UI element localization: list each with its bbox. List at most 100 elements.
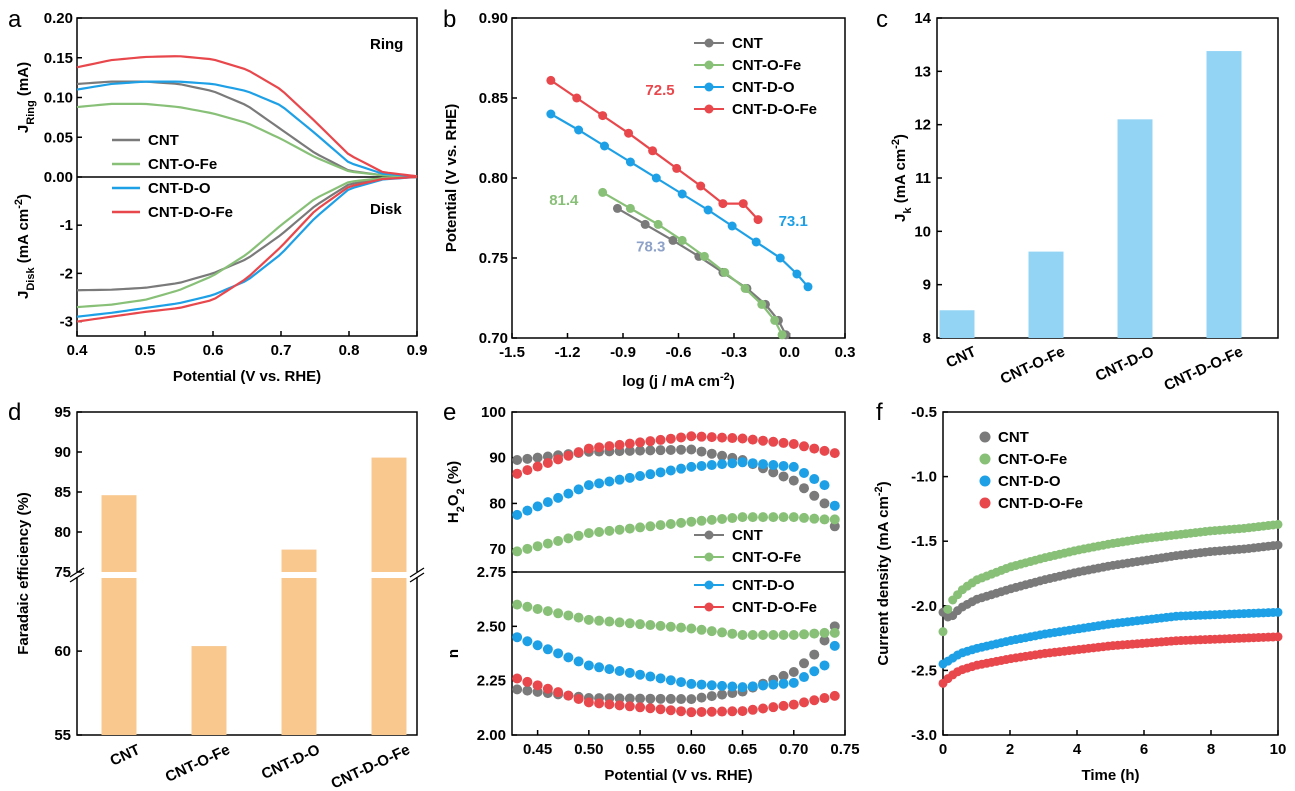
legend-marker bbox=[979, 431, 991, 443]
x-tick-label: 0.70 bbox=[779, 741, 808, 758]
bar-CNT-D-O-upper bbox=[281, 549, 317, 572]
data-point bbox=[738, 199, 748, 209]
n-point bbox=[788, 699, 799, 710]
h2o2-point bbox=[635, 471, 646, 481]
n-point bbox=[778, 700, 789, 711]
n-point bbox=[799, 672, 810, 683]
n-point bbox=[676, 677, 687, 688]
n-point bbox=[614, 700, 625, 711]
panel-e-frame bbox=[511, 411, 846, 736]
h2o2-point bbox=[829, 448, 840, 459]
n-point bbox=[665, 705, 676, 716]
n-point bbox=[553, 648, 564, 659]
h2o2-point bbox=[706, 448, 717, 459]
y-tick-label: 8 bbox=[923, 330, 931, 347]
h2o2-point bbox=[788, 512, 799, 523]
data-point bbox=[572, 93, 582, 103]
y-tick-label: 0.75 bbox=[479, 250, 508, 267]
n-point bbox=[809, 666, 820, 677]
y-tick-label: -3 bbox=[60, 314, 73, 331]
legend-label: CNT-D-O-Fe bbox=[998, 495, 1083, 512]
h2o2-point bbox=[676, 432, 687, 443]
x-tick-label: 0.65 bbox=[728, 741, 757, 758]
data-point bbox=[574, 125, 584, 135]
y-tick-label: 2.25 bbox=[477, 673, 506, 690]
y-tick-label: 90 bbox=[489, 450, 506, 467]
n-point bbox=[665, 621, 676, 632]
x-tick-label: 0.60 bbox=[677, 741, 706, 758]
x-tick-label: CNT-D-O bbox=[259, 741, 323, 783]
n-point bbox=[532, 680, 543, 691]
h2o2-point bbox=[522, 543, 533, 554]
h2o2-point bbox=[799, 467, 810, 478]
y-tick-label: -1.0 bbox=[911, 469, 937, 486]
y-tick-label: -0.5 bbox=[911, 404, 937, 421]
y-axis-label-disk: JDisk (mA cm-2) bbox=[13, 194, 37, 299]
y-tick-label: -1.5 bbox=[911, 533, 937, 550]
y-tick-label: 80 bbox=[489, 495, 506, 512]
n-point bbox=[563, 610, 574, 621]
y-axis-label: Faradaic efficiency (%) bbox=[15, 492, 32, 655]
h2o2-point bbox=[788, 461, 799, 472]
h2o2-point bbox=[778, 460, 789, 471]
legend-label: CNT-D-O-Fe bbox=[148, 204, 233, 221]
y-tick-label: 70 bbox=[489, 541, 506, 558]
data-point bbox=[651, 173, 661, 183]
panel-label-e: e bbox=[443, 399, 456, 426]
n-point bbox=[737, 682, 748, 693]
h2o2-point bbox=[676, 444, 687, 455]
x-tick-label: 0.45 bbox=[523, 741, 552, 758]
legend-marker bbox=[979, 453, 991, 465]
h2o2-point bbox=[676, 517, 687, 528]
legend-marker bbox=[979, 497, 991, 509]
panel-d: d 75 80 85 90 95 55 60 Faradaic efficiency (%) CN… bbox=[8, 399, 425, 791]
data-point bbox=[777, 330, 787, 340]
n-point bbox=[717, 706, 728, 717]
n-point bbox=[778, 670, 789, 681]
series-CNT-D-O-Fe bbox=[550, 79, 759, 221]
x-tick-label: 0.8 bbox=[339, 342, 360, 359]
data-point bbox=[668, 235, 678, 245]
data-point bbox=[625, 203, 635, 213]
h2o2-point bbox=[512, 468, 523, 479]
h2o2-point bbox=[737, 433, 748, 444]
n-point bbox=[665, 693, 676, 704]
y-axis-label-n: n bbox=[445, 649, 462, 658]
data-point bbox=[625, 157, 635, 167]
h2o2-point bbox=[614, 524, 625, 535]
data-point bbox=[703, 205, 713, 215]
n-point bbox=[799, 658, 810, 669]
n-point bbox=[758, 680, 769, 691]
legend-label: CNT-D-O bbox=[998, 473, 1061, 490]
n-point bbox=[512, 599, 523, 610]
x-tick-label: -0.6 bbox=[666, 344, 692, 361]
panel-f: f 0 2 4 6 8 10 -0.5 -1.0 -1.5 -2.0 -2.5 -3.0 Time (h)… bbox=[873, 399, 1286, 784]
h2o2-point bbox=[594, 442, 605, 453]
axis-break bbox=[409, 567, 425, 578]
x-tick-label: 0 bbox=[939, 741, 947, 758]
n-point bbox=[624, 618, 635, 629]
h2o2-point bbox=[665, 444, 676, 455]
n-point bbox=[624, 701, 635, 712]
h2o2-point bbox=[737, 512, 748, 523]
h2o2-point bbox=[788, 475, 799, 486]
panel-b: b -1.5 -1.2 -0.9 -0.6 -0.3 0.0 0.3 0.70 0.75 0.80 0… bbox=[443, 6, 855, 390]
data-point bbox=[612, 203, 622, 213]
data-point bbox=[770, 315, 780, 325]
n-point bbox=[594, 662, 605, 673]
h2o2-point bbox=[542, 538, 553, 549]
n-point bbox=[717, 627, 728, 638]
legend-marker bbox=[704, 530, 714, 540]
legend-label: CNT bbox=[732, 527, 763, 544]
n-point bbox=[727, 706, 738, 717]
bar-CNT-D-O-Fe bbox=[1206, 51, 1242, 339]
n-point bbox=[696, 692, 707, 703]
series-CNT-O-Fe bbox=[602, 191, 784, 336]
slope-annotation: 73.1 bbox=[779, 213, 808, 230]
n-point bbox=[635, 669, 646, 680]
y-tick-label: 0.20 bbox=[44, 10, 73, 27]
series-ring-CNT-O-Fe bbox=[76, 102, 418, 178]
h2o2-point bbox=[819, 498, 830, 509]
x-axis-label: Potential (V vs. RHE) bbox=[604, 767, 752, 784]
x-tick-label: CNT-O-Fe bbox=[163, 741, 233, 786]
